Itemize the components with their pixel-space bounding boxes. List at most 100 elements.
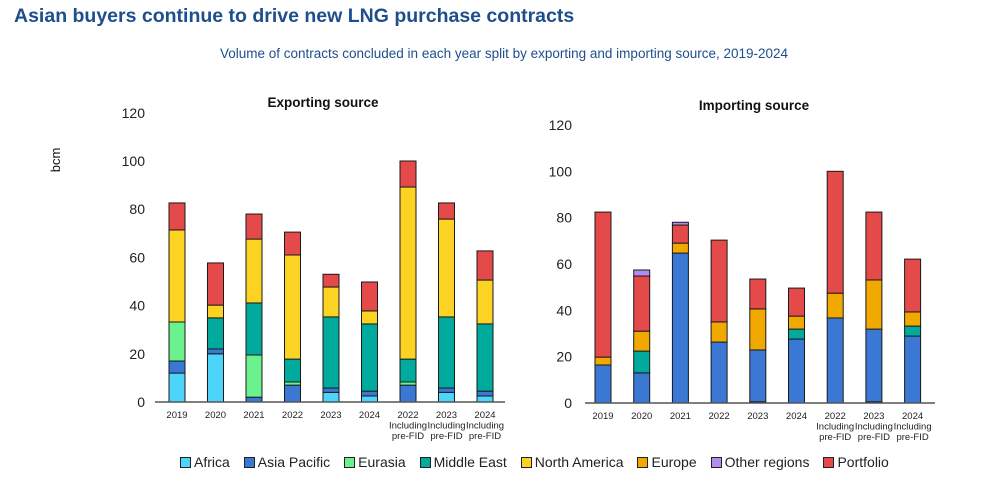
legend-label: Africa xyxy=(194,454,230,470)
legend-item: Europe xyxy=(637,454,697,470)
importing-bar-segment-portfolio xyxy=(788,287,805,317)
importing-x-tick-label: 2019 xyxy=(592,411,613,422)
legend-label: Other regions xyxy=(724,454,810,470)
legend-item: Other regions xyxy=(710,454,810,470)
importing-bar-segment-middle-east xyxy=(633,350,651,374)
exporting-x-tick-label: Including xyxy=(427,421,465,432)
importing-bar-segment-europe xyxy=(865,279,883,330)
importing-bar-segment-portfolio xyxy=(710,239,728,323)
exporting-x-tick-label: 2019 xyxy=(166,410,187,421)
importing-bar-segment-europe xyxy=(826,292,844,319)
importing-bar-segment-asia-pacific xyxy=(788,338,805,404)
importing-bar-segment-europe xyxy=(671,242,689,254)
importing-bar-segment-asia-pacific xyxy=(826,317,844,404)
importing-bar-segment-portfolio xyxy=(904,258,922,313)
legend-item: Middle East xyxy=(419,454,507,470)
page-title: Asian buyers continue to drive new LNG p… xyxy=(14,5,575,27)
exporting-bar-segment-asia-pacific xyxy=(168,360,186,374)
importing-chart-title: Importing source xyxy=(699,98,810,113)
exporting-x-tick-label: 2021 xyxy=(243,410,264,421)
legend: Africa Asia Pacific Eurasia Middle East Nort… xyxy=(180,454,903,470)
exporting-bar-segment-portfolio xyxy=(438,202,455,220)
exporting-bar-segment-north-america xyxy=(168,229,186,323)
exporting-bar-segment-north-america xyxy=(284,254,301,360)
exporting-bar-segment-portfolio xyxy=(284,231,301,256)
exporting-bar-segment-africa xyxy=(207,353,224,403)
importing-y-tick-label: 40 xyxy=(556,302,572,318)
importing-bar-segment-other-regions xyxy=(671,221,689,226)
legend-label: Middle East xyxy=(433,454,507,470)
exporting-bar-segment-north-america xyxy=(207,304,224,319)
exporting-chart-title: Exporting source xyxy=(267,95,379,110)
exporting-x-tick-label: 2020 xyxy=(205,410,226,421)
legend-label: Asia Pacific xyxy=(257,454,331,470)
exporting-x-tick-label: 2024 xyxy=(474,410,495,421)
exporting-bar-segment-asia-pacific xyxy=(438,387,455,393)
importing-x-tick-label: 2023 xyxy=(747,411,768,422)
importing-x-tick-label: 2021 xyxy=(670,411,691,422)
importing-bar-segment-middle-east xyxy=(904,325,922,337)
importing-bar-segment-asia-pacific xyxy=(865,328,883,403)
legend-item: North America xyxy=(520,454,623,470)
importing-bar-segment-portfolio xyxy=(826,170,844,294)
exporting-bar-segment-africa xyxy=(361,395,378,403)
importing-bar-segment-europe xyxy=(594,356,612,366)
exporting-bar-segment-middle-east xyxy=(207,317,224,350)
legend-swatch xyxy=(419,456,431,468)
exporting-bar-segment-middle-east xyxy=(438,316,455,389)
legend-item: Asia Pacific xyxy=(243,454,331,470)
importing-x-tick-label: 2022 xyxy=(825,411,846,422)
importing-x-tick-label: 2024 xyxy=(786,411,807,422)
exporting-x-tick-label: 2024 xyxy=(359,410,380,421)
importing-bar-segment-asia-pacific xyxy=(671,252,689,404)
exporting-bar-segment-portfolio xyxy=(245,213,263,240)
importing-bar-segment-asia-pacific xyxy=(594,364,612,404)
importing-bar-segment-europe xyxy=(710,321,728,343)
legend-swatch xyxy=(180,456,191,468)
exporting-bar-segment-asia-pacific xyxy=(399,384,417,403)
exporting-y-tick-label: 40 xyxy=(129,298,145,314)
importing-x-tick-label: Including xyxy=(855,422,893,433)
importing-bar-segment-asia-pacific xyxy=(710,341,728,404)
importing-y-tick-label: 80 xyxy=(556,210,572,226)
importing-bar-segment-portfolio xyxy=(633,275,651,332)
legend-label: Portfolio xyxy=(837,454,889,470)
exporting-bar-segment-africa xyxy=(322,391,340,403)
importing-bar-segment-portfolio xyxy=(749,278,767,310)
importing-x-tick-label: 2024 xyxy=(902,411,923,422)
exporting-bar-segment-portfolio xyxy=(476,250,494,281)
importing-x-tick-label: pre-FID xyxy=(819,432,851,443)
importing-y-tick-label: 100 xyxy=(549,163,573,179)
importing-bar-segment-asia-pacific xyxy=(904,335,922,404)
exporting-y-tick-label: 60 xyxy=(129,249,145,265)
exporting-y-tick-label: 0 xyxy=(137,394,145,410)
exporting-bar-segment-asia-pacific xyxy=(476,390,494,397)
legend-swatch xyxy=(520,456,532,468)
exporting-bar-segment-africa xyxy=(476,395,494,403)
exporting-x-tick-label: pre-FID xyxy=(430,431,462,442)
importing-bar-segment-europe xyxy=(788,315,805,330)
legend-item: Eurasia xyxy=(344,454,406,470)
importing-y-tick-label: 120 xyxy=(549,117,573,133)
exporting-y-tick-label: 100 xyxy=(122,153,146,169)
importing-x-tick-label: pre-FID xyxy=(858,432,890,443)
exporting-x-tick-label: pre-FID xyxy=(469,431,501,442)
exporting-bar-segment-middle-east xyxy=(245,302,263,356)
exporting-bar-segment-asia-pacific xyxy=(207,348,224,355)
importing-y-tick-label: 60 xyxy=(556,256,572,272)
exporting-bar-segment-asia-pacific xyxy=(322,387,340,393)
importing-x-tick-label: Including xyxy=(894,422,932,433)
exporting-bar-segment-north-america xyxy=(245,238,263,304)
importing-bar-segment-portfolio xyxy=(865,211,883,281)
importing-bar-segment-europe xyxy=(749,308,767,351)
exporting-bar-segment-asia-pacific xyxy=(361,390,378,397)
importing-bar-segment-portfolio xyxy=(594,211,612,358)
legend-swatch xyxy=(243,456,255,468)
exporting-bar-segment-middle-east xyxy=(284,358,301,383)
exporting-bar-segment-middle-east xyxy=(322,316,340,389)
exporting-bar-segment-middle-east xyxy=(361,323,378,392)
exporting-x-tick-label: pre-FID xyxy=(392,431,424,442)
exporting-bar-segment-north-america xyxy=(399,186,417,360)
page-subtitle: Volume of contracts concluded in each ye… xyxy=(219,46,789,61)
